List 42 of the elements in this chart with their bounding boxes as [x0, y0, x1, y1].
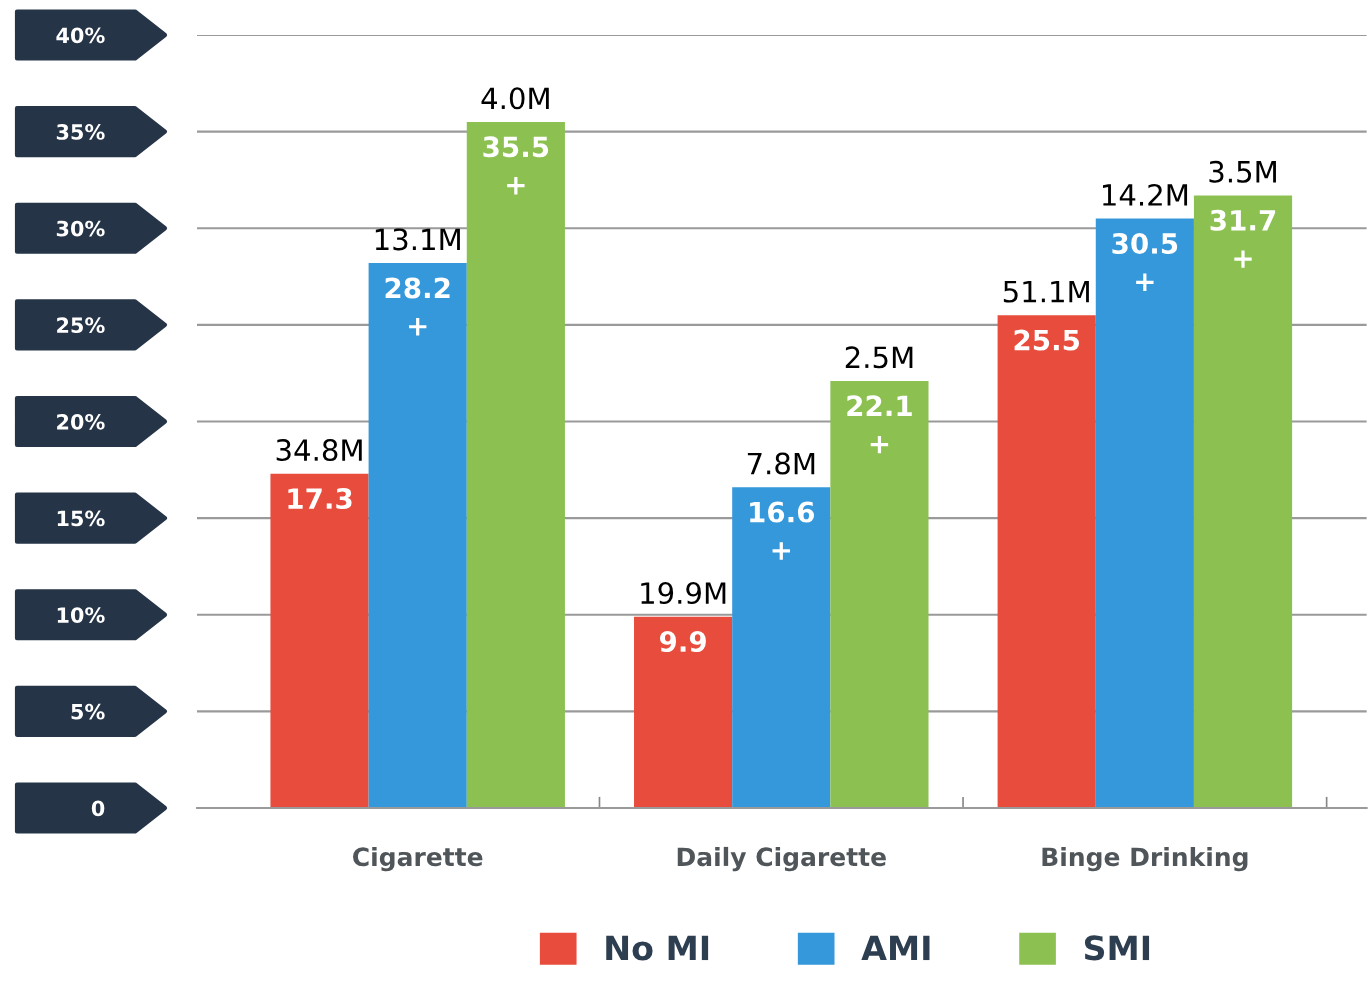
annotation: 2.5M: [845, 346, 913, 369]
y-tick-label: 15%: [57, 510, 105, 527]
y-tick-label: 5%: [71, 703, 105, 720]
bar: [466, 121, 565, 808]
bar: [1095, 218, 1194, 808]
bar: [1193, 195, 1293, 808]
annotation: 13.1M: [375, 228, 460, 251]
x-tick-label: Cigarette: [353, 846, 483, 872]
bar: [368, 263, 467, 808]
y-tick-label: 10%: [57, 607, 105, 623]
annotation: 19.9M: [641, 582, 726, 605]
legend-label: No MI: [606, 935, 709, 961]
legend-label: AMI: [861, 935, 930, 961]
annotation: 51.1M: [1003, 280, 1089, 303]
y-tick-label: 30%: [56, 220, 105, 237]
y-tick-label: 20%: [57, 413, 105, 430]
annotation: 3.5M: [1209, 160, 1276, 183]
annotation: 14.2M: [1103, 183, 1188, 206]
data-label: 35.5 +: [483, 136, 549, 195]
bar: [270, 473, 369, 808]
bar: [732, 487, 831, 808]
x-tick-label: Daily Cigarette: [677, 846, 886, 872]
data-label: 25.5: [1014, 329, 1080, 351]
annotation: 34.8M: [276, 439, 362, 462]
annotation: 7.8M: [747, 452, 815, 475]
data-label: 30.5 +: [1112, 232, 1178, 292]
data-label: 31.7 +: [1210, 209, 1276, 268]
legend-label: SMI: [1084, 935, 1150, 961]
data-label: 9.9: [659, 631, 706, 653]
data-label: 17.3: [288, 488, 352, 510]
y-tick-label: 35%: [56, 124, 105, 140]
annotation: 4.0M: [481, 87, 549, 110]
bar: [830, 380, 929, 808]
y-tick-label: 40%: [56, 27, 105, 44]
x-tick-label: Binge Drinking: [1042, 846, 1248, 872]
data-label: 16.6 +: [750, 501, 815, 560]
data-label: 28.2 +: [385, 277, 450, 336]
y-tick-label: 25%: [57, 317, 105, 334]
y-tick-label: 0: [91, 800, 105, 817]
bar: [634, 616, 733, 808]
bar: [997, 315, 1096, 808]
data-label: 22.1 +: [847, 395, 912, 454]
